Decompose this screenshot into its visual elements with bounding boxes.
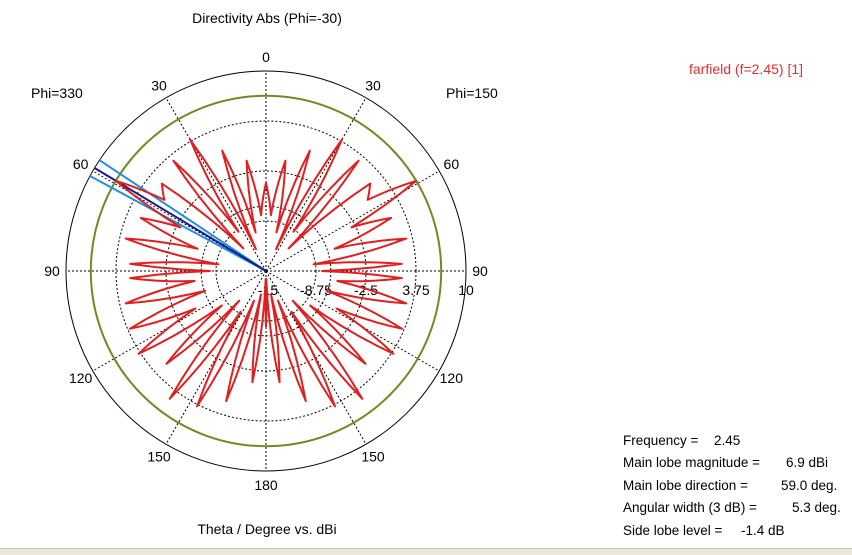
angle-tick-label: 120 (440, 370, 464, 386)
main-lobe-edge (89, 175, 267, 272)
phi-left-label: Phi=330 (31, 85, 83, 101)
pattern-series-right (265, 138, 418, 408)
chart-title: Directivity Abs (Phi=-30) (192, 10, 342, 26)
info-value: 2.45 (714, 433, 741, 448)
info-value: 5.3 deg. (792, 500, 841, 516)
grid-spoke (265, 97, 367, 272)
radial-tick-label: -8.75 (300, 282, 332, 298)
angle-tick-label: 150 (147, 448, 171, 464)
info-label: Side lobe level = (623, 522, 723, 538)
main-lobe-direction (94, 167, 267, 272)
info-label: Angular width (3 dB) = (623, 500, 757, 516)
angle-tick-label: 120 (69, 370, 93, 386)
phi-right-label: Phi=150 (446, 85, 498, 101)
outer-circle (65, 70, 467, 472)
angle-tick-label: 90 (44, 263, 60, 279)
pattern-series-left (114, 138, 267, 408)
angle-tick-label: 180 (254, 477, 278, 493)
radial-tick-label: -2.5 (354, 282, 378, 298)
main-lobe-edge (98, 159, 267, 272)
grid-spoke (265, 170, 440, 272)
info-value: 6.9 dBi (786, 455, 829, 471)
angle-tick-label: 150 (361, 448, 385, 464)
axis-label: Theta / Degree vs. dBi (197, 521, 337, 537)
legend-entry: farfield (f=2.45) [1] (689, 61, 804, 77)
angle-tick-label: 30 (365, 78, 381, 94)
angle-tick-label: 60 (444, 156, 460, 172)
angle-tick-label: 90 (472, 263, 488, 279)
radial-tick-label: 3.75 (402, 282, 429, 298)
info-label: Frequency = (623, 433, 699, 448)
info-value: 59.0 deg. (781, 477, 838, 493)
grid-spoke (165, 97, 267, 272)
reference-circle (89, 94, 443, 448)
angle-tick-label: 30 (151, 78, 167, 94)
radial-tick-label: 10 (458, 282, 474, 298)
angle-tick-label: 60 (73, 156, 89, 172)
radial-tick-label: -15 (258, 282, 278, 298)
info-value: -1.4 dB (741, 522, 785, 538)
status-strip (0, 548, 852, 555)
info-label: Main lobe magnitude = (623, 455, 760, 471)
angle-tick-label: 0 (262, 49, 270, 65)
info-label: Main lobe direction = (623, 477, 748, 493)
